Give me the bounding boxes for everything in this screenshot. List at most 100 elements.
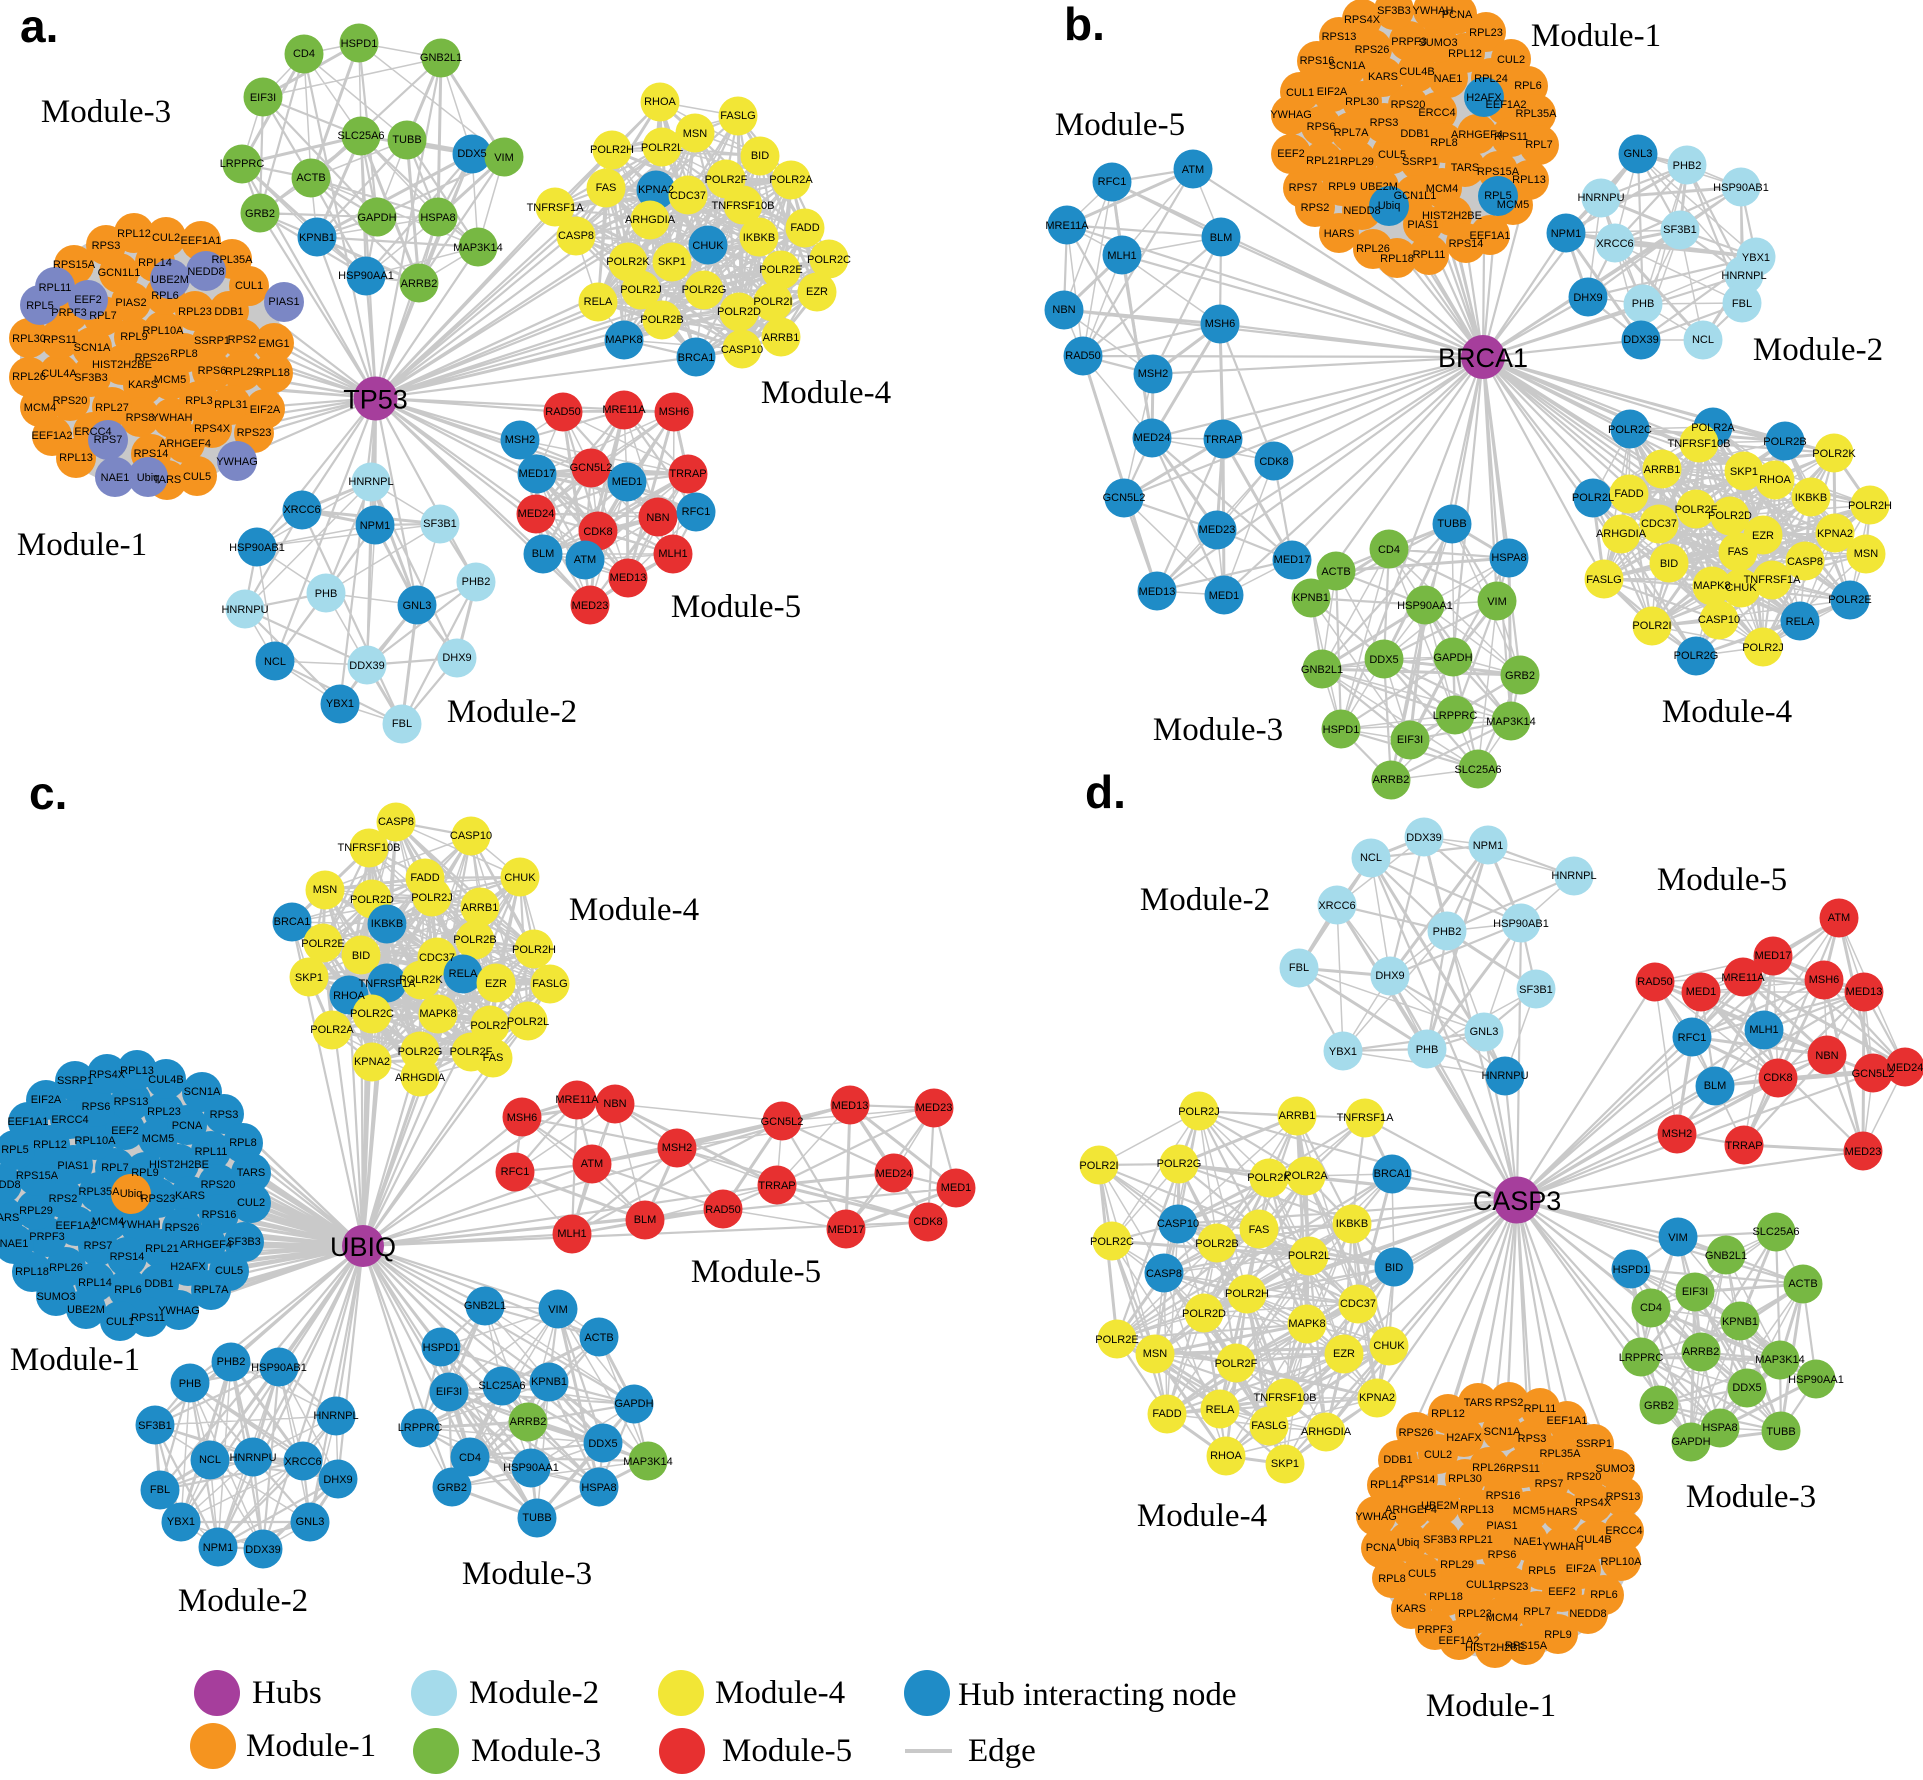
svg-text:HSPD1: HSPD1: [1323, 724, 1360, 736]
svg-text:CUL4B: CUL4B: [1399, 66, 1434, 78]
svg-text:MSH2: MSH2: [505, 434, 536, 446]
svg-text:RPL35A: RPL35A: [1516, 108, 1558, 120]
svg-text:KARS: KARS: [128, 379, 158, 391]
svg-text:PHB2: PHB2: [217, 1356, 246, 1368]
svg-text:ARRB1: ARRB1: [1644, 464, 1681, 476]
svg-text:LRPPRC: LRPPRC: [398, 1422, 443, 1434]
svg-text:POLR2K: POLR2K: [606, 256, 650, 268]
svg-text:DDB1: DDB1: [1400, 128, 1429, 140]
svg-text:KARS: KARS: [175, 1190, 205, 1202]
svg-text:RPL5: RPL5: [1528, 1565, 1556, 1577]
svg-text:VIM: VIM: [494, 152, 514, 164]
svg-text:RPS14: RPS14: [110, 1251, 145, 1263]
svg-text:MSH2: MSH2: [1138, 368, 1169, 380]
svg-text:ACTB: ACTB: [1788, 1278, 1817, 1290]
svg-text:POLR2A: POLR2A: [310, 1024, 354, 1036]
svg-text:CD4: CD4: [459, 1452, 481, 1464]
svg-text:EMG1: EMG1: [258, 338, 289, 350]
svg-text:RPS13: RPS13: [114, 1096, 149, 1108]
svg-text:RPL29: RPL29: [1440, 1559, 1474, 1571]
svg-text:MED24: MED24: [876, 1168, 913, 1180]
svg-text:MED23: MED23: [1845, 1146, 1882, 1158]
svg-text:LRPPRC: LRPPRC: [220, 158, 265, 170]
svg-text:FAS: FAS: [596, 182, 617, 194]
svg-text:MCM5: MCM5: [142, 1133, 174, 1145]
svg-text:ARHGDIA: ARHGDIA: [1596, 528, 1647, 540]
svg-text:Ubiq: Ubiq: [120, 1188, 143, 1200]
svg-text:POLR2F: POLR2F: [1215, 1358, 1258, 1370]
svg-text:BID: BID: [1660, 558, 1678, 570]
svg-text:MSN: MSN: [683, 128, 708, 140]
svg-text:RFC1: RFC1: [682, 506, 711, 518]
svg-text:GCN5L2: GCN5L2: [761, 1116, 804, 1128]
svg-text:NAE1: NAE1: [101, 472, 130, 484]
svg-text:EZR: EZR: [1752, 530, 1774, 542]
svg-text:RPS15A: RPS15A: [53, 259, 96, 271]
svg-text:CD4: CD4: [1378, 544, 1400, 556]
svg-text:XRCC6: XRCC6: [284, 1456, 321, 1468]
svg-text:FADD: FADD: [410, 872, 439, 884]
svg-text:NBN: NBN: [1815, 1050, 1838, 1062]
svg-text:POLR2D: POLR2D: [1182, 1308, 1226, 1320]
svg-text:Module-3: Module-3: [462, 1556, 592, 1592]
svg-text:SF3B1: SF3B1: [1519, 984, 1553, 996]
svg-text:MAP3K14: MAP3K14: [453, 242, 503, 254]
svg-text:MED1: MED1: [1686, 986, 1717, 998]
svg-text:FASLG: FASLG: [532, 978, 567, 990]
svg-text:PIAS1: PIAS1: [1486, 1520, 1517, 1532]
svg-text:TUBB: TUBB: [1437, 518, 1466, 530]
svg-text:PIAS1: PIAS1: [1407, 219, 1438, 231]
svg-text:FADD: FADD: [1614, 488, 1643, 500]
svg-text:Ubiq: Ubiq: [137, 472, 160, 484]
svg-text:POLR2G: POLR2G: [1157, 1158, 1202, 1170]
svg-text:POLR2E: POLR2E: [1095, 1334, 1138, 1346]
svg-text:POLR2B: POLR2B: [1195, 1238, 1238, 1250]
svg-text:MSN: MSN: [1143, 1348, 1168, 1360]
svg-text:POLR2C: POLR2C: [1608, 424, 1652, 436]
svg-text:ARRB2: ARRB2: [1373, 774, 1410, 786]
svg-text:CDK8: CDK8: [1763, 1072, 1792, 1084]
svg-text:SUMO3: SUMO3: [36, 1291, 75, 1303]
svg-text:POLR2H: POLR2H: [590, 144, 634, 156]
svg-text:GNL3: GNL3: [296, 1516, 325, 1528]
svg-text:POLR2B: POLR2B: [453, 934, 496, 946]
svg-text:SF3B1: SF3B1: [1663, 224, 1697, 236]
svg-text:GNB2L1: GNB2L1: [420, 52, 462, 64]
svg-text:BLM: BLM: [1704, 1080, 1727, 1092]
svg-text:DHX9: DHX9: [1573, 292, 1602, 304]
svg-text:GCN1L1: GCN1L1: [98, 267, 141, 279]
svg-text:HNRNPU: HNRNPU: [1481, 1070, 1528, 1082]
svg-text:GRB2: GRB2: [1505, 670, 1535, 682]
svg-text:RPL31: RPL31: [214, 399, 248, 411]
svg-text:RPL35A: RPL35A: [1540, 1448, 1582, 1460]
svg-text:HSP90AA1: HSP90AA1: [503, 1462, 559, 1474]
svg-text:NBN: NBN: [603, 1098, 626, 1110]
svg-text:Module-2: Module-2: [447, 694, 577, 730]
svg-text:RHOA: RHOA: [1210, 1450, 1242, 1462]
svg-text:MAP3K14: MAP3K14: [1755, 1354, 1805, 1366]
svg-text:GRB2: GRB2: [1644, 1400, 1674, 1412]
svg-text:ARRB2: ARRB2: [1683, 1346, 1720, 1358]
svg-text:DHX9: DHX9: [1375, 970, 1404, 982]
svg-text:RPL30: RPL30: [1345, 96, 1379, 108]
svg-text:RHOA: RHOA: [333, 990, 365, 1002]
svg-text:MRE11A: MRE11A: [555, 1094, 599, 1106]
svg-text:RPL8: RPL8: [229, 1137, 257, 1149]
svg-text:ARHGDIA: ARHGDIA: [625, 214, 676, 226]
svg-text:CASP10: CASP10: [1157, 1218, 1199, 1230]
svg-text:EEF2: EEF2: [1548, 1586, 1576, 1598]
svg-text:PHB: PHB: [1632, 298, 1655, 310]
svg-text:VIM: VIM: [1668, 1232, 1688, 1244]
svg-text:SKP1: SKP1: [295, 972, 323, 984]
svg-text:RPL13: RPL13: [120, 1065, 154, 1077]
svg-text:HSP90AA1: HSP90AA1: [1788, 1374, 1844, 1386]
svg-text:HNRNPU: HNRNPU: [221, 604, 268, 616]
svg-text:RPS16: RPS16: [202, 1209, 237, 1221]
svg-text:RPL7A: RPL7A: [194, 1284, 230, 1296]
svg-text:POLR2I: POLR2I: [1632, 620, 1671, 632]
svg-text:GNL3: GNL3: [1470, 1026, 1499, 1038]
svg-text:RAD50: RAD50: [1065, 350, 1100, 362]
svg-text:RPL26: RPL26: [1472, 1462, 1506, 1474]
svg-text:SSRP1: SSRP1: [194, 335, 230, 347]
svg-text:RPL8: RPL8: [170, 348, 198, 360]
